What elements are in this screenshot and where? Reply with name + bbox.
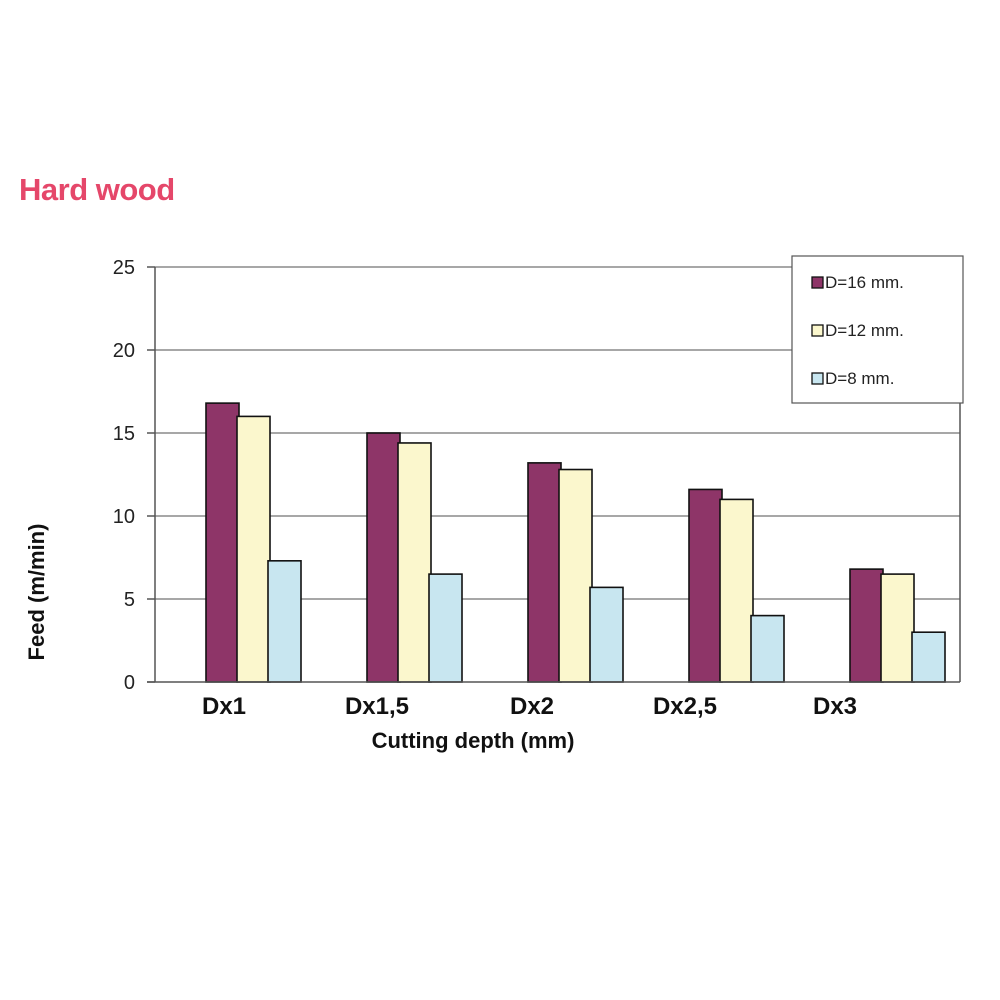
y-tick-label: 25 xyxy=(113,257,135,279)
bar-3-3 xyxy=(589,586,624,683)
bar-1-3 xyxy=(527,462,562,683)
bar-2-5 xyxy=(880,573,915,683)
x-tick-label: Dx2,5 xyxy=(653,693,717,720)
bar-3-2 xyxy=(428,573,463,683)
legend-swatch xyxy=(811,276,824,289)
legend: D=16 mm. D=12 mm. D=8 mm. xyxy=(791,255,964,404)
bars xyxy=(205,402,946,683)
y-tick-labels: 0 5 10 15 20 25 xyxy=(113,257,135,694)
chart-title: Hard wood xyxy=(19,172,175,207)
y-tick-label: 0 xyxy=(124,672,135,694)
x-axis-label: Cutting depth (mm) xyxy=(372,728,575,753)
legend-swatch xyxy=(811,324,824,337)
x-tick-labels: Dx1 Dx1,5 Dx2 Dx2,5 Dx3 xyxy=(202,693,857,720)
x-tick-label: Dx1,5 xyxy=(345,693,409,720)
y-tick-label: 15 xyxy=(113,423,135,445)
bar-3-5 xyxy=(911,631,946,683)
bar-2-2 xyxy=(397,442,432,683)
bar-2-1 xyxy=(236,415,271,683)
x-tick-label: Dx1 xyxy=(202,693,246,720)
bar-1-2 xyxy=(366,432,401,683)
legend-label: D=8 mm. xyxy=(825,369,894,388)
legend-swatch xyxy=(811,372,824,385)
bar-1-5 xyxy=(849,568,884,683)
bar-1-1 xyxy=(205,402,240,683)
legend-label: D=16 mm. xyxy=(825,273,904,292)
bar-1-4 xyxy=(688,488,723,683)
y-tick-label: 5 xyxy=(124,589,135,611)
bar-2-3 xyxy=(558,468,593,683)
bar-2-4 xyxy=(719,498,754,683)
y-axis-label: Feed (m/min) xyxy=(24,524,49,661)
bar-3-4 xyxy=(750,614,785,683)
x-tick-label: Dx2 xyxy=(510,693,554,720)
legend-label: D=12 mm. xyxy=(825,321,904,340)
x-tick-label: Dx3 xyxy=(813,693,857,720)
y-tick-label: 10 xyxy=(113,506,135,528)
y-tick-label: 20 xyxy=(113,340,135,362)
bar-3-1 xyxy=(267,560,302,683)
